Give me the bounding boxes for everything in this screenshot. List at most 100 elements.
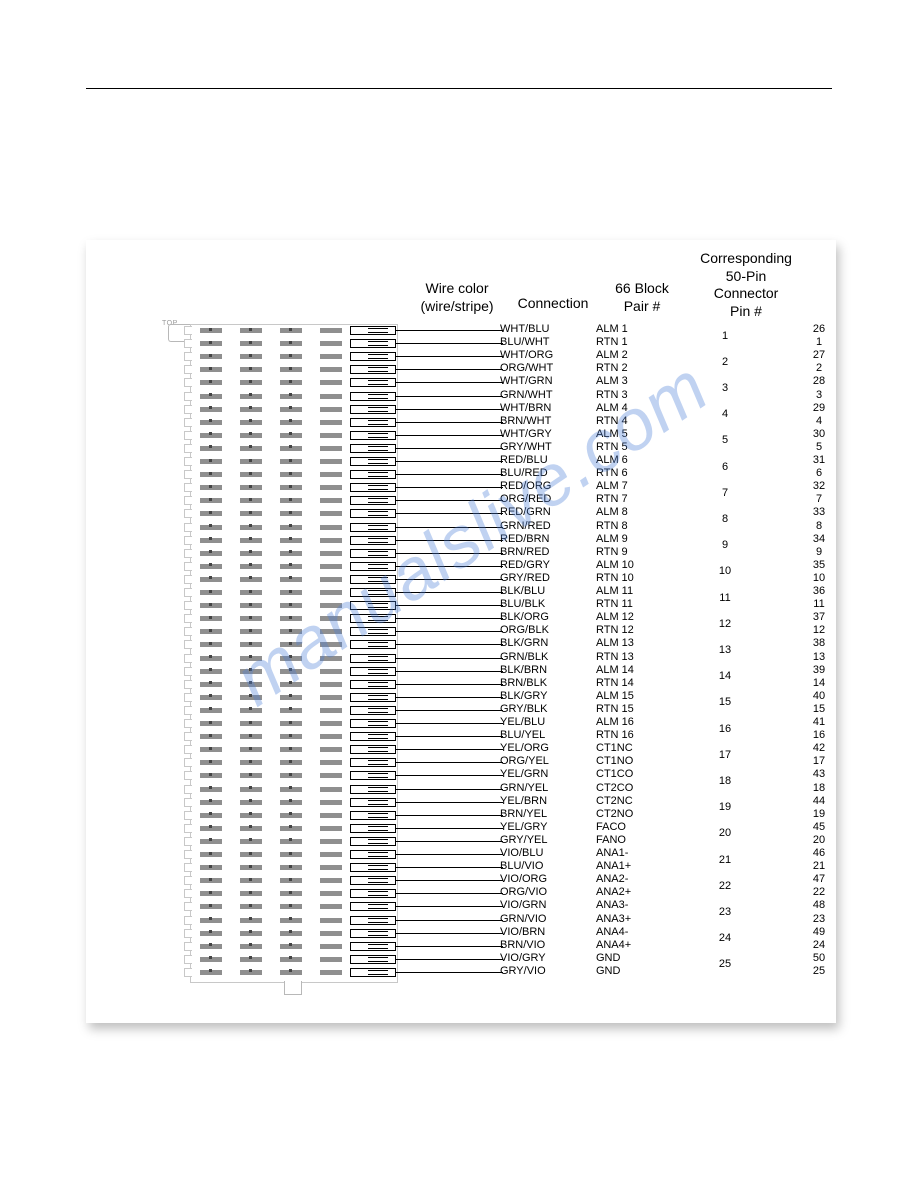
wire-color-cell: ORG/BLK	[500, 624, 549, 636]
pin-number-cell: 35	[804, 559, 834, 571]
wire-color-cell: YEL/GRY	[500, 821, 548, 833]
clip-dot-icon	[289, 590, 292, 593]
wire-lead-icon	[396, 579, 420, 580]
clip-dot-icon	[289, 419, 292, 422]
connection-cell: RTN 6	[596, 467, 628, 479]
wire-line-icon	[420, 553, 503, 554]
terminal-inner-icon	[368, 472, 388, 477]
clip-dot-icon	[249, 943, 252, 946]
clip-icon	[320, 380, 342, 385]
clip-dot-icon	[209, 432, 212, 435]
clip-dot-icon	[249, 930, 252, 933]
wire-line-icon	[420, 540, 503, 541]
clip-dot-icon	[249, 616, 252, 619]
connection-cell: ALM 8	[596, 506, 628, 518]
wire-line-icon	[420, 684, 503, 685]
clip-dot-icon	[209, 707, 212, 710]
wire-color-cell: RED/ORG	[500, 480, 551, 492]
connection-cell: ALM 3	[596, 375, 628, 387]
terminal-inner-icon	[368, 800, 388, 805]
clip-dot-icon	[289, 812, 292, 815]
clip-icon	[320, 367, 342, 372]
clip-dot-icon	[209, 380, 212, 383]
pin-number-cell: 46	[804, 847, 834, 859]
clip-dot-icon	[249, 956, 252, 959]
wire-lead-icon	[396, 775, 420, 776]
clip-dot-icon	[209, 498, 212, 501]
wire-lead-icon	[396, 684, 420, 685]
connection-cell: ANA4-	[596, 926, 628, 938]
wire-line-icon	[420, 513, 503, 514]
wire-color-cell: VIO/ORG	[500, 873, 547, 885]
wire-line-icon	[420, 658, 503, 659]
pin-number-cell: 1	[804, 336, 834, 348]
pin-number-cell: 28	[804, 375, 834, 387]
terminal-inner-icon	[368, 918, 388, 923]
wire-line-icon	[420, 644, 503, 645]
clip-icon	[320, 525, 342, 530]
clip-dot-icon	[249, 472, 252, 475]
clip-dot-icon	[209, 629, 212, 632]
terminal-inner-icon	[368, 525, 388, 530]
clip-dot-icon	[209, 760, 212, 763]
clip-dot-icon	[209, 590, 212, 593]
wire-color-cell: ORG/YEL	[500, 755, 549, 767]
connection-cell: RTN 15	[596, 703, 634, 715]
connection-cell: ANA3+	[596, 913, 631, 925]
clip-icon	[320, 957, 342, 962]
clip-dot-icon	[289, 459, 292, 462]
clip-icon	[320, 721, 342, 726]
clip-icon	[320, 878, 342, 883]
pin-number-cell: 38	[804, 637, 834, 649]
clip-dot-icon	[209, 576, 212, 579]
wire-color-cell: GRY/BLK	[500, 703, 548, 715]
wire-line-icon	[420, 841, 503, 842]
clip-dot-icon	[209, 445, 212, 448]
connection-cell: GND	[596, 952, 620, 964]
wire-line-icon	[420, 500, 503, 501]
pin-number-cell: 42	[804, 742, 834, 754]
wire-line-icon	[420, 775, 503, 776]
clip-icon	[320, 839, 342, 844]
pin-number-cell: 27	[804, 349, 834, 361]
wire-lead-icon	[396, 448, 420, 449]
clip-icon	[320, 682, 342, 687]
pin-number-cell: 44	[804, 795, 834, 807]
wire-line-icon	[420, 959, 503, 960]
clip-icon	[320, 642, 342, 647]
clip-dot-icon	[289, 498, 292, 501]
wire-color-cell: BRN/WHT	[500, 415, 551, 427]
terminal-inner-icon	[368, 590, 388, 595]
clip-icon	[320, 341, 342, 346]
connection-cell: CT1NO	[596, 755, 633, 767]
wire-line-icon	[420, 396, 503, 397]
wire-color-cell: WHT/BLU	[500, 323, 550, 335]
pin-number-cell: 7	[804, 493, 834, 505]
clip-dot-icon	[289, 891, 292, 894]
clip-dot-icon	[249, 891, 252, 894]
clip-dot-icon	[209, 419, 212, 422]
clip-dot-icon	[209, 838, 212, 841]
clip-icon	[320, 760, 342, 765]
connection-cell: FACO	[596, 821, 626, 833]
pin-number-cell: 50	[804, 952, 834, 964]
clip-dot-icon	[209, 616, 212, 619]
connection-cell: RTN 13	[596, 651, 634, 663]
wire-lead-icon	[396, 553, 420, 554]
connection-cell: RTN 11	[596, 598, 633, 610]
clip-dot-icon	[209, 734, 212, 737]
terminal-inner-icon	[368, 538, 388, 543]
clip-icon	[320, 695, 342, 700]
pin-number-cell: 11	[804, 598, 834, 610]
clip-icon	[320, 446, 342, 451]
wire-line-icon	[420, 356, 503, 357]
wire-lead-icon	[396, 474, 420, 475]
clip-dot-icon	[249, 904, 252, 907]
clip-icon	[320, 511, 342, 516]
clip-dot-icon	[209, 655, 212, 658]
clip-dot-icon	[209, 891, 212, 894]
wire-lead-icon	[396, 592, 420, 593]
wire-line-icon	[420, 697, 503, 698]
clip-icon	[320, 564, 342, 569]
clip-icon	[320, 394, 342, 399]
